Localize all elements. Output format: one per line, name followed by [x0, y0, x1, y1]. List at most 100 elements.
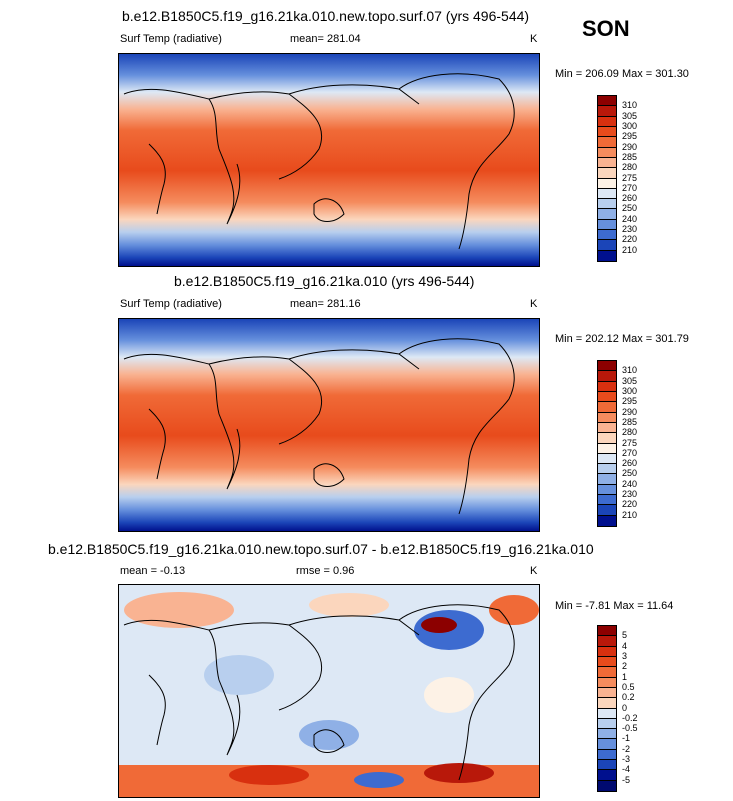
panel1-colorbar-swatch	[598, 179, 616, 189]
panel3-colorbar-tick: 2	[622, 661, 627, 671]
panel3-colorbar-tick: -0.2	[622, 713, 638, 723]
panel2-colorbar-tick: 260	[622, 458, 637, 468]
panel3-colorbar-swatch	[598, 647, 616, 657]
panel3-colorbar-swatch	[598, 657, 616, 667]
panel2-colorbar	[597, 360, 617, 527]
panel1-colorbar-tick: 280	[622, 162, 637, 172]
panel1-units: K	[530, 33, 537, 45]
panel2-colorbar-swatch	[598, 361, 616, 371]
panel2-colorbar-tick: 310	[622, 365, 637, 375]
panel1-colorbar-tick: 220	[622, 234, 637, 244]
panel1-colorbar-tick: 290	[622, 142, 637, 152]
panel3-colorbar-swatch	[598, 719, 616, 729]
panel2-colorbar-tick: 275	[622, 438, 637, 448]
panel3-colorbar-swatch	[598, 698, 616, 708]
panel3-units: K	[530, 565, 537, 577]
panel2-colorbar-swatch	[598, 371, 616, 381]
panel3-colorbar-tick: 3	[622, 651, 627, 661]
panel1-colorbar-tick: 305	[622, 111, 637, 121]
panel3-colorbar-swatch	[598, 781, 616, 791]
panel2-colorbar-swatch	[598, 444, 616, 454]
panel1-colorbar-swatch	[598, 106, 616, 116]
panel2-colorbar-tick: 270	[622, 448, 637, 458]
panel3-colorbar-tick: 4	[622, 641, 627, 651]
panel1-colorbar-swatch	[598, 127, 616, 137]
panel3-colorbar-tick: -0.5	[622, 723, 638, 733]
panel1-colorbar-swatch	[598, 189, 616, 199]
panel1-colorbar-tick: 240	[622, 214, 637, 224]
panel1-title: b.e12.B1850C5.f19_g16.21ka.010.new.topo.…	[122, 8, 529, 24]
panel2-colorbar-swatch	[598, 423, 616, 433]
panel2-title: b.e12.B1850C5.f19_g16.21ka.010 (yrs 496-…	[174, 273, 474, 289]
panel2-colorbar-tick: 300	[622, 386, 637, 396]
panel1-colorbar-tick: 210	[622, 245, 637, 255]
panel3-colorbar-swatch	[598, 760, 616, 770]
panel2-colorbar-tick: 220	[622, 499, 637, 509]
panel2-colorbar-swatch	[598, 392, 616, 402]
panel1-colorbar-tick: 250	[622, 203, 637, 213]
panel1-colorbar-tick: 230	[622, 224, 637, 234]
panel2-colorbar-swatch	[598, 495, 616, 505]
panel3-colorbar-swatch	[598, 678, 616, 688]
panel3-colorbar-swatch	[598, 626, 616, 636]
panel1-colorbar-tick: 300	[622, 121, 637, 131]
panel1-colorbar-tick: 260	[622, 193, 637, 203]
season-label: SON	[582, 16, 630, 42]
panel1-colorbar-swatch	[598, 168, 616, 178]
panel3-colorbar	[597, 625, 617, 792]
panel3-map	[118, 584, 540, 798]
panel3-colorbar-swatch	[598, 729, 616, 739]
panel2-colorbar-tick: 240	[622, 479, 637, 489]
panel1-mean: mean= 281.04	[290, 33, 361, 45]
panel3-colorbar-tick: -2	[622, 744, 630, 754]
panel2-colorbar-swatch	[598, 485, 616, 495]
panel1-variable: Surf Temp (radiative)	[120, 33, 222, 45]
panel2-mean: mean= 281.16	[290, 298, 361, 310]
panel1-colorbar-swatch	[598, 117, 616, 127]
panel2-colorbar-swatch	[598, 413, 616, 423]
panel3-minmax: Min = -7.81 Max = 11.64	[555, 600, 673, 612]
panel3-colorbar-tick: -3	[622, 754, 630, 764]
panel2-units: K	[530, 298, 537, 310]
panel2-colorbar-swatch	[598, 402, 616, 412]
panel2-colorbar-tick: 305	[622, 376, 637, 386]
panel1-colorbar-swatch	[598, 148, 616, 158]
panel1-colorbar-tick: 275	[622, 173, 637, 183]
panel2-colorbar-swatch	[598, 464, 616, 474]
panel1-colorbar-swatch	[598, 251, 616, 261]
panel1-colorbar-tick: 295	[622, 131, 637, 141]
panel3-colorbar-tick: -5	[622, 775, 630, 785]
panel3-colorbar-tick: 0.5	[622, 682, 635, 692]
panel3-mean: mean = -0.13	[120, 565, 185, 577]
panel1-colorbar-swatch	[598, 240, 616, 250]
panel3-rmse: rmse = 0.96	[296, 565, 354, 577]
panel2-colorbar-tick: 295	[622, 396, 637, 406]
panel3-colorbar-swatch	[598, 750, 616, 760]
panel3-colorbar-swatch	[598, 636, 616, 646]
panel2-colorbar-swatch	[598, 454, 616, 464]
panel2-colorbar-swatch	[598, 516, 616, 526]
panel3-colorbar-tick: -1	[622, 733, 630, 743]
panel3-colorbar-tick: 0.2	[622, 692, 635, 702]
panel3-colorbar-swatch	[598, 739, 616, 749]
panel1-colorbar-swatch	[598, 96, 616, 106]
panel3-colorbar-swatch	[598, 667, 616, 677]
panel3-colorbar-swatch	[598, 709, 616, 719]
panel1-colorbar-swatch	[598, 158, 616, 168]
panel1-colorbar	[597, 95, 617, 262]
panel1-colorbar-swatch	[598, 209, 616, 219]
panel3-colorbar-swatch	[598, 688, 616, 698]
panel2-colorbar-tick: 280	[622, 427, 637, 437]
panel1-colorbar-swatch	[598, 220, 616, 230]
panel1-colorbar-swatch	[598, 230, 616, 240]
panel1-colorbar-tick: 285	[622, 152, 637, 162]
panel2-colorbar-swatch	[598, 474, 616, 484]
panel2-colorbar-tick: 250	[622, 468, 637, 478]
panel2-colorbar-tick: 210	[622, 510, 637, 520]
panel2-colorbar-tick: 230	[622, 489, 637, 499]
panel2-map	[118, 318, 540, 532]
panel3-colorbar-tick: 1	[622, 672, 627, 682]
panel2-colorbar-swatch	[598, 505, 616, 515]
panel2-minmax: Min = 202.12 Max = 301.79	[555, 333, 689, 345]
panel1-map	[118, 53, 540, 267]
